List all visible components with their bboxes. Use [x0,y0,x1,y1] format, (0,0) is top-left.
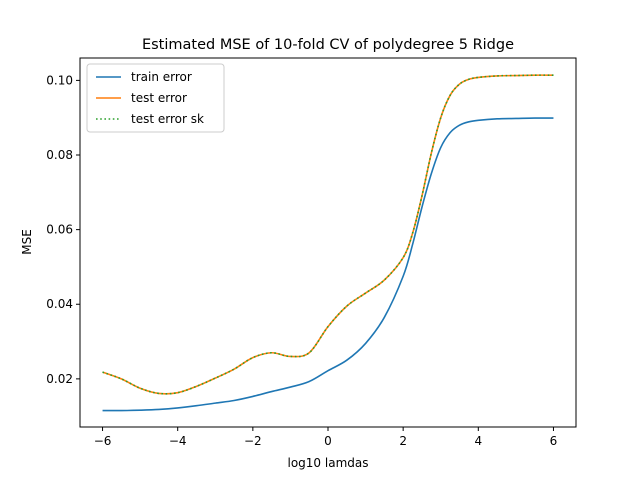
legend-label: test error sk [131,112,204,126]
chart-title: Estimated MSE of 10-fold CV of polydegre… [142,37,514,53]
series-line-test-error-sk [102,74,554,395]
legend-label: train error [131,70,192,84]
x-tick-label: 0 [324,434,332,448]
series-line-train-error [102,117,554,412]
y-tick-label: 0.04 [46,297,73,311]
legend-box [86,63,225,133]
legend: train error test error test error sk [86,63,225,133]
x-tick-label: −4 [169,434,187,448]
x-axis-label: log10 lamdas [288,456,369,470]
legend-label: test error [131,91,187,105]
x-tick-label: 2 [399,434,407,448]
y-tick-label: 0.08 [46,148,73,162]
x-tick-label: −2 [244,434,262,448]
x-tick-label: 4 [474,434,482,448]
x-tick-label: −6 [94,434,112,448]
y-tick-label: 0.02 [46,372,73,386]
y-tick-label: 0.06 [46,223,73,237]
y-axis-label: MSE [20,229,34,255]
x-tick-label: 6 [550,434,558,448]
y-tick-label: 0.10 [46,73,73,87]
